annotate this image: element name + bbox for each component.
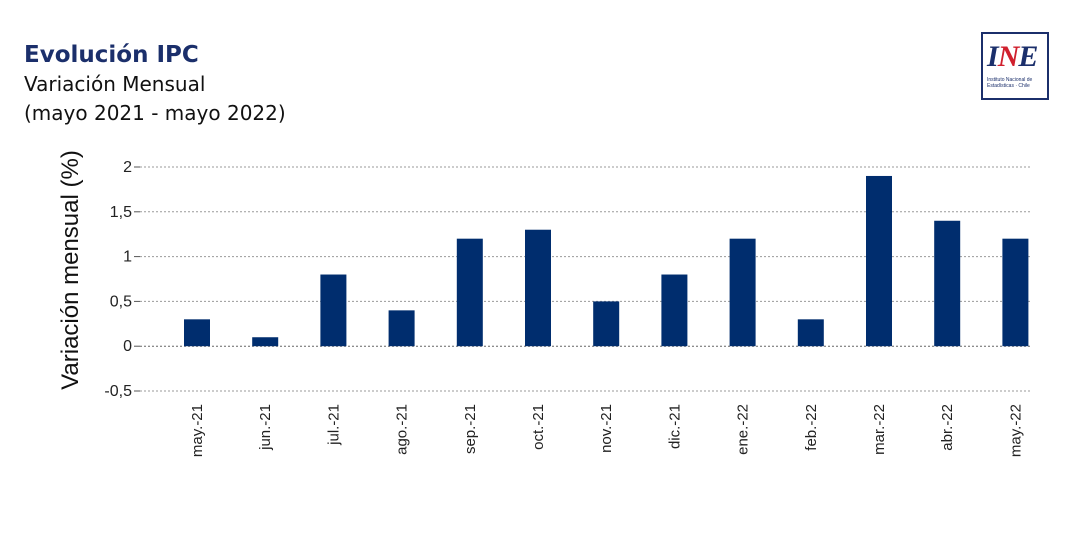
y-tick-label: -0,5 [104, 383, 132, 400]
y-tick-label: 0 [123, 338, 132, 355]
bar-ago.-21 [388, 310, 415, 347]
x-tick-label: may.-22 [1007, 404, 1024, 457]
x-tick-label: abr.-22 [939, 404, 956, 451]
bar-sep.-21 [456, 238, 483, 347]
x-tick-labels: may.-21 jun.-21 jul.-21 ago.-21 sep.-21 oct.-… [189, 404, 1024, 457]
x-tick-label: feb.-22 [803, 404, 820, 451]
bar-may.-22 [1002, 238, 1029, 347]
bar-mar.-22 [866, 175, 892, 347]
bar-may.-21 [184, 319, 210, 347]
x-tick-label: oct.-21 [530, 404, 547, 450]
x-tick-label: ene.-22 [735, 404, 752, 455]
bar-jul.-21 [320, 274, 347, 347]
x-tick-label: jul.-21 [325, 404, 342, 446]
chart-period: (mayo 2021 - mayo 2022) [24, 101, 286, 125]
x-tick-label: ago.-21 [394, 404, 411, 455]
bar-ene.-22 [729, 238, 756, 347]
x-tick-label: sep.-21 [462, 404, 479, 454]
chart-subtitle: Variación Mensual [24, 72, 206, 96]
x-tick-label: mar.-22 [871, 404, 888, 455]
y-tick-labels: 2 1,5 1 0,5 0 -0,5 [104, 159, 132, 400]
bar-abr.-22 [934, 220, 961, 347]
bar-feb.-22 [797, 319, 824, 347]
grid-layer [134, 166, 1032, 392]
y-axis-title: Variación mensual (%) [57, 150, 84, 390]
x-tick-label: jun.-21 [257, 404, 274, 451]
y-tick-label: 1,5 [110, 204, 132, 221]
ine-logo: INE Instituto Nacional de Estadísticas ·… [981, 32, 1049, 100]
y-tick-label: 1 [123, 249, 132, 266]
ine-logo-text: Instituto Nacional de Estadísticas · Chi… [987, 77, 1033, 89]
bars [184, 175, 1029, 347]
bar-jun.-21 [252, 337, 279, 347]
ine-logo-mark: INE [987, 40, 1038, 73]
x-tick-label: may.-21 [189, 404, 206, 457]
chart-title: Evolución IPC [24, 42, 199, 68]
y-tick-label: 2 [123, 159, 132, 176]
x-tick-label: nov.-21 [598, 404, 615, 453]
x-tick-label: dic.-21 [666, 404, 683, 449]
bar-dic.-21 [661, 274, 688, 347]
bar-oct.-21 [525, 229, 551, 347]
y-tick-label: 0,5 [110, 293, 132, 310]
bar-nov.-21 [593, 301, 620, 347]
